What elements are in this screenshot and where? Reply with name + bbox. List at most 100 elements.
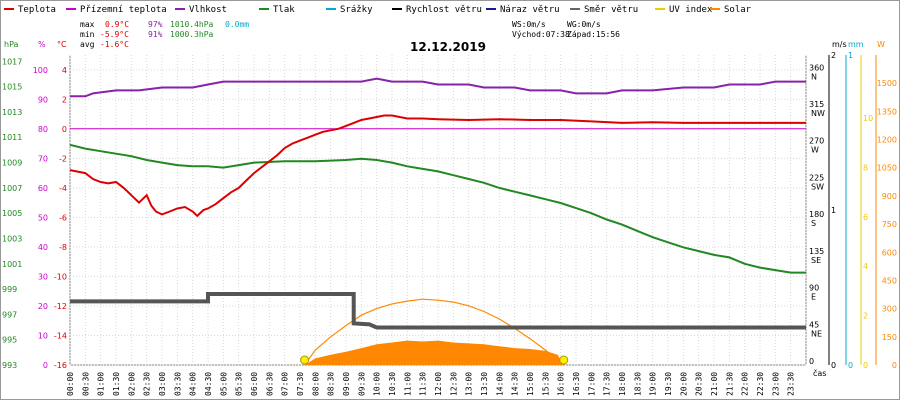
x-tick-label: 08:30 <box>327 372 336 396</box>
x-tick-label: 21:30 <box>725 372 734 396</box>
tick-label-w: 750 <box>882 220 897 229</box>
tick-label-dir-name: W <box>811 146 819 155</box>
x-tick-label: 22:30 <box>756 372 765 396</box>
chart-title: 12.12.2019 <box>410 40 486 54</box>
tick-label-degc: -10 <box>54 272 67 281</box>
series-temperature <box>69 114 806 218</box>
tick-label-pct: 80 <box>38 125 48 134</box>
tick-label-pct: 50 <box>38 213 48 222</box>
unit-cas: čas <box>813 368 826 378</box>
x-tick-label: 08:00 <box>311 372 320 396</box>
tick-label-w: 150 <box>882 333 897 342</box>
series-pressure <box>69 143 806 274</box>
tick-label-degc: 0 <box>62 125 67 134</box>
x-tick-label: 13:30 <box>480 372 489 396</box>
stat-min-temp: -5.9°C <box>100 30 129 39</box>
stat-sunset: Západ:15:56 <box>567 30 620 39</box>
x-tick-label: 10:00 <box>373 372 382 396</box>
x-tick-label: 14:00 <box>495 372 504 396</box>
x-tick-label: 07:30 <box>296 372 305 396</box>
tick-label-uv: 4 <box>863 262 868 271</box>
x-tick-label: 00:00 <box>66 372 75 396</box>
tick-label-degc: -4 <box>59 184 67 193</box>
legend-label-4: Srážky <box>340 5 373 15</box>
x-tick-label: 18:30 <box>633 372 642 396</box>
x-tick-label: 04:30 <box>204 372 213 396</box>
x-tick-label: 15:30 <box>541 372 550 396</box>
x-tick-label: 09:30 <box>357 372 366 396</box>
x-tick-label: 20:00 <box>679 372 688 396</box>
x-tick-label: 06:00 <box>250 372 259 396</box>
tick-label-hpa: 1017 <box>2 57 22 66</box>
tick-label-dir-name: N <box>811 72 817 81</box>
x-tick-label: 13:00 <box>465 372 474 396</box>
tick-label-hpa: 1005 <box>2 209 22 218</box>
tick-label-ms: 2 <box>831 51 836 60</box>
grid <box>69 55 807 366</box>
legend-label-8: UV index <box>669 5 713 15</box>
x-tick-label: 23:30 <box>787 372 796 396</box>
tick-label-hpa: 1007 <box>2 184 22 193</box>
x-tick-label: 12:00 <box>434 372 443 396</box>
x-tick-label: 19:00 <box>649 372 658 396</box>
legend-label-5: Rychlost větru <box>406 5 482 15</box>
series-wind-direction <box>70 292 806 330</box>
tick-label-hpa: 1013 <box>2 108 22 117</box>
x-tick-label: 05:30 <box>235 372 244 396</box>
tick-label-hpa: 1001 <box>2 260 22 269</box>
tick-label-degc: -2 <box>59 154 67 163</box>
tick-label-hpa: 1011 <box>2 133 22 142</box>
tick-label-uv: 8 <box>863 163 868 172</box>
tick-label-pct: 30 <box>38 272 48 281</box>
tick-label-w: 1350 <box>877 107 897 116</box>
tick-label-w: 1500 <box>877 79 897 88</box>
stats-block: max 0.9°C 97% 1010.4hPa 0.0mm min -5.9°C… <box>80 20 620 49</box>
tick-label-hpa: 1003 <box>2 234 22 243</box>
x-tick-label: 05:00 <box>219 372 228 396</box>
tick-label-pct: 90 <box>38 95 48 104</box>
x-tick-label: 18:00 <box>618 372 627 396</box>
x-tick-label: 22:00 <box>741 372 750 396</box>
x-tick-label: 01:30 <box>112 372 121 396</box>
tick-label-hpa: 1015 <box>2 83 22 92</box>
unit-w: W <box>877 40 885 49</box>
x-tick-label: 00:30 <box>81 372 90 396</box>
x-tick-label: 10:30 <box>388 372 397 396</box>
stat-max-label: max <box>80 20 95 29</box>
series-solar <box>304 340 564 365</box>
series-solar-max <box>304 298 565 366</box>
tick-label-degc: -12 <box>54 302 67 311</box>
tick-label-dir-name: S <box>811 219 816 228</box>
tick-label-dir-deg: 180 <box>809 210 824 219</box>
tick-label-degc: -6 <box>59 213 67 222</box>
unit-degc: °C <box>57 40 67 49</box>
tick-label-degc: 2 <box>62 95 67 104</box>
tick-label-w: 0 <box>892 361 897 370</box>
x-tick-label: 17:00 <box>587 372 596 396</box>
stat-sunrise: Východ:07:38 <box>512 30 570 39</box>
x-tick-label: 02:30 <box>143 372 152 396</box>
tick-label-dir-deg: 90 <box>809 284 819 293</box>
unit-hpa: hPa <box>4 40 19 49</box>
tick-label-dir-name: SW <box>811 182 824 191</box>
tick-label-dir-deg: 0 <box>809 357 814 366</box>
tick-label-dir-deg: 315 <box>809 100 824 109</box>
x-tick-label: 21:00 <box>710 372 719 396</box>
stat-max-rain: 0.0mm <box>225 20 249 29</box>
tick-label-w: 1050 <box>877 164 897 173</box>
stat-wg: WG:0m/s <box>567 20 601 29</box>
stat-avg-temp: -1.6°C <box>100 40 129 49</box>
tick-label-mm: 0 <box>848 361 853 370</box>
tick-label-degc: -14 <box>54 331 67 340</box>
legend-label-1: Přízemní teplota <box>80 5 167 15</box>
tick-label-w: 300 <box>882 305 897 314</box>
tick-label-dir-name: SE <box>811 256 821 265</box>
tick-label-pct: 100 <box>33 66 48 75</box>
x-tick-label: 17:30 <box>603 372 612 396</box>
x-tick-label: 12:30 <box>449 372 458 396</box>
stat-min-label: min <box>80 30 95 39</box>
tick-label-uv: 10 <box>863 114 873 123</box>
legend-label-2: Vlhkost <box>189 5 227 15</box>
unit-pct: % <box>38 40 46 49</box>
